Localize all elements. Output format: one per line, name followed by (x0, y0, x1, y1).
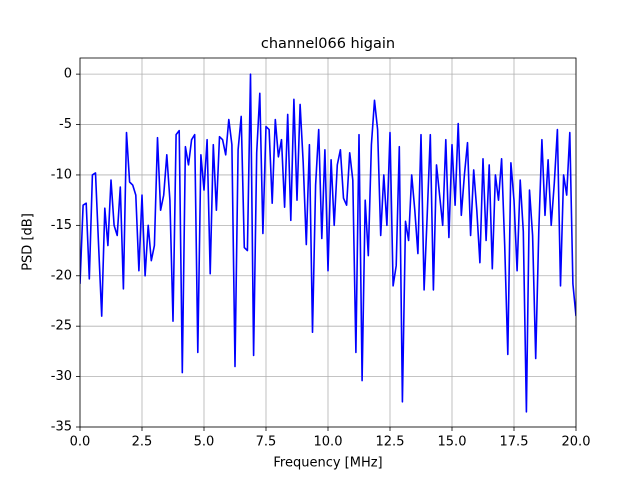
x-tick-label: 20.0 (562, 435, 591, 450)
psd-line (80, 73, 576, 413)
plot (80, 73, 576, 413)
x-tick-label: 17.5 (500, 435, 529, 450)
y-tick-label: -15 (51, 218, 72, 233)
y-tick-label: -20 (51, 268, 72, 283)
x-tick-label: 10.0 (314, 435, 343, 450)
x-tick-label: 15.0 (438, 435, 467, 450)
x-tick-label: 5.0 (194, 435, 215, 450)
y-tick-label: -5 (59, 117, 72, 132)
x-tick-label: 0.0 (70, 435, 91, 450)
x-tick-label: 7.5 (256, 435, 277, 450)
ticks: 0.0 2.5 5.0 7.5 10.0 12.5 15.0 17.5 20.0 0 -5 -10 -1… (51, 67, 591, 450)
y-tick-label: -25 (51, 319, 72, 334)
x-axis-label: Frequency [MHz] (273, 456, 382, 471)
chart-title: channel066 higain (261, 36, 395, 52)
y-axis-label: PSD [dB] (21, 213, 36, 271)
y-tick-label: -10 (51, 167, 72, 182)
y-tick-label: 0 (64, 67, 72, 82)
x-tick-label: 2.5 (132, 435, 153, 450)
y-tick-label: -35 (51, 420, 72, 435)
x-tick-label: 12.5 (376, 435, 405, 450)
y-tick-label: -30 (51, 369, 72, 384)
